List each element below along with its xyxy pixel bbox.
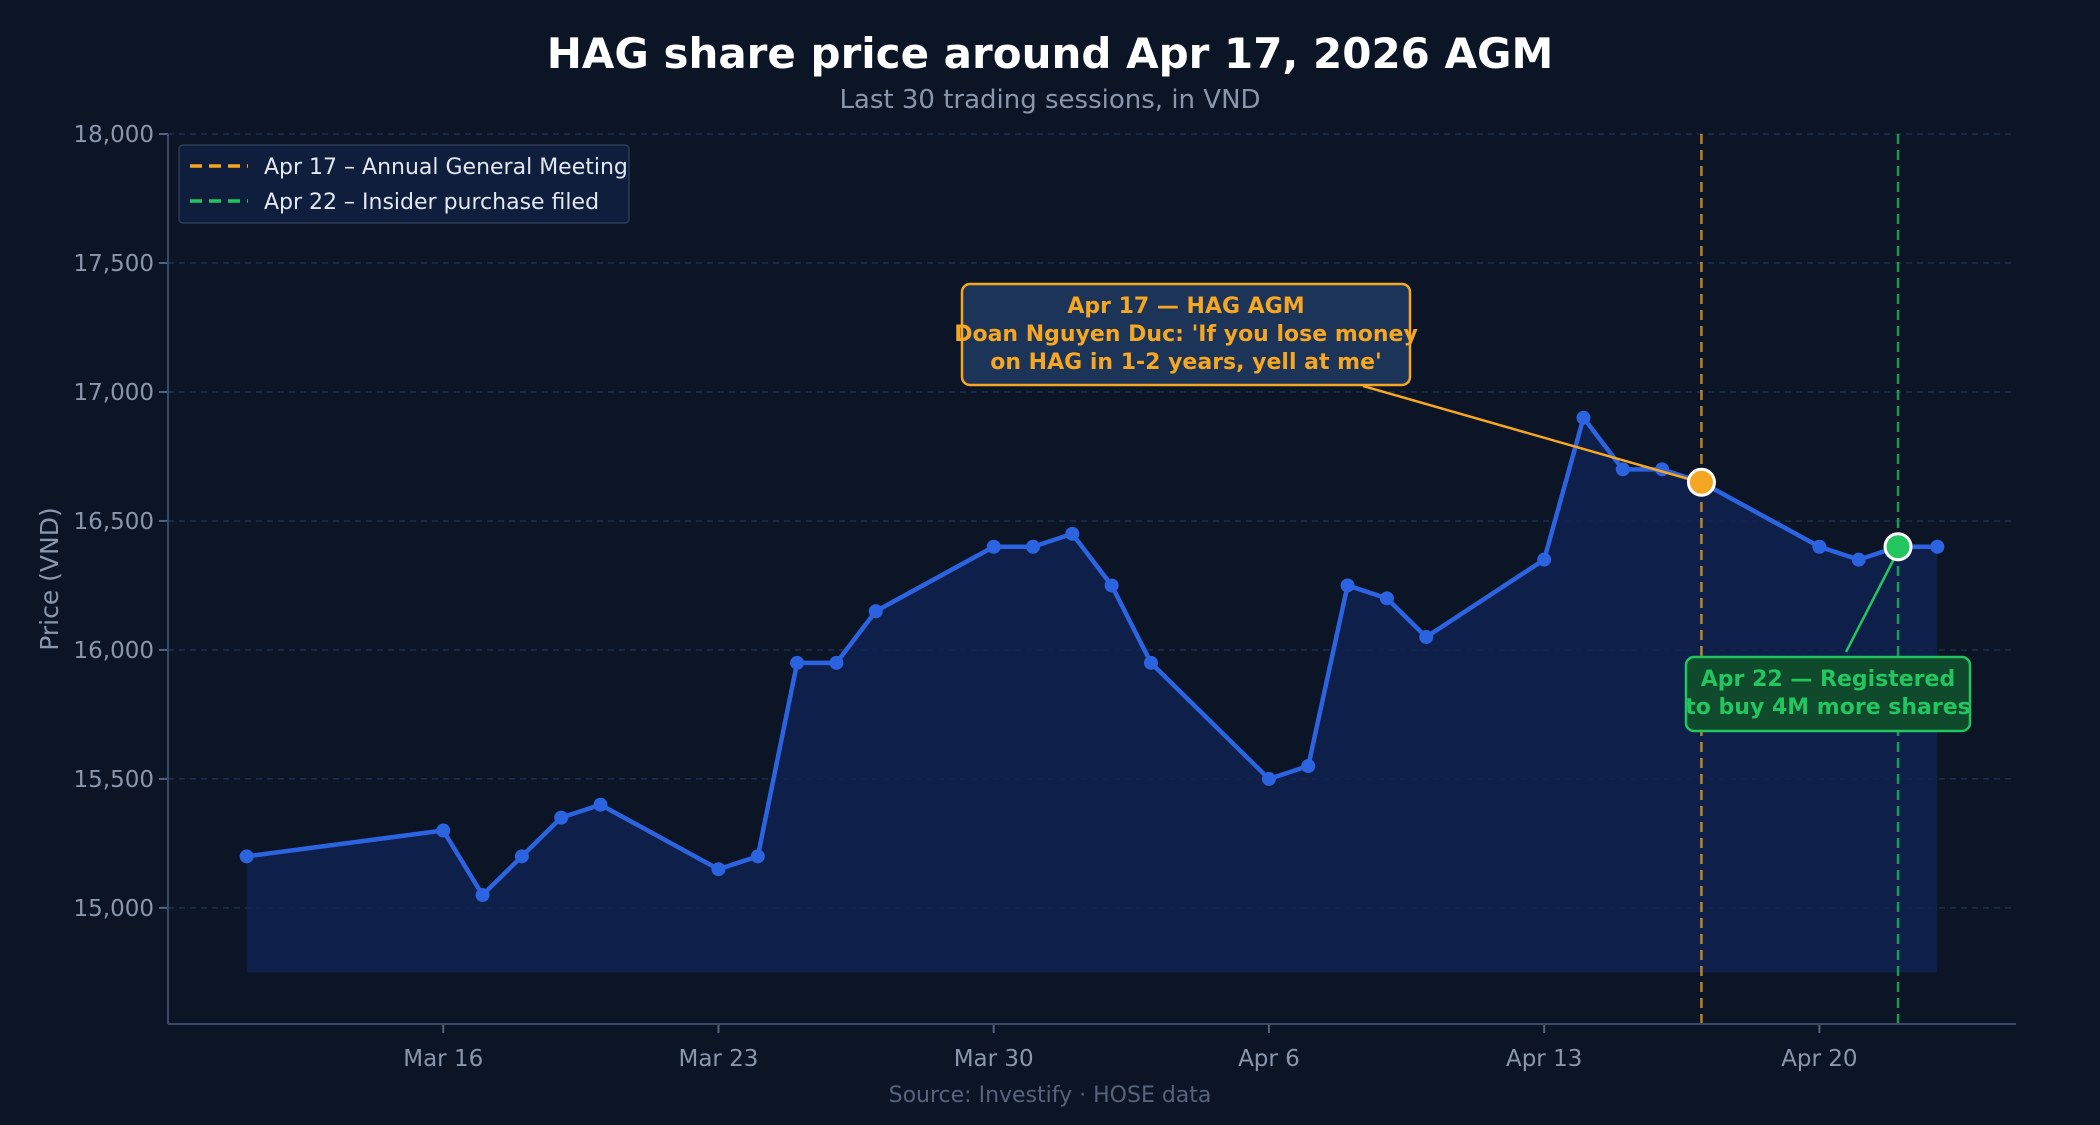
data-point-13 — [1065, 526, 1080, 541]
data-point-19 — [1379, 591, 1394, 606]
data-point-16 — [1261, 771, 1276, 786]
callout-connector-insider — [1844, 558, 1896, 653]
x-tick-label-5: Apr 20 — [1781, 1046, 1857, 1072]
y-tick-label-5: 17,500 — [74, 251, 154, 277]
callout-text-insider-0: Apr 22 — Registered — [1701, 667, 1955, 692]
callout-box-agm — [960, 282, 1412, 387]
callout-box-insider — [1684, 655, 1972, 733]
data-point-9 — [829, 655, 844, 670]
data-point-18 — [1340, 578, 1355, 593]
data-point-5 — [593, 797, 608, 812]
x-tick-label-1: Mar 23 — [678, 1046, 758, 1072]
callout-text-insider-1: to buy 4M more shares — [1685, 695, 1971, 720]
y-tick-label-3: 16,500 — [74, 509, 154, 535]
data-point-12 — [1026, 539, 1041, 554]
y-tick-label-4: 17,000 — [74, 380, 154, 406]
callout-text-agm-1: Doan Nguyen Duc: 'If you lose money — [954, 322, 1418, 347]
data-point-29 — [1930, 539, 1945, 554]
y-tick-label-2: 16,000 — [74, 638, 154, 664]
data-point-21 — [1537, 552, 1552, 567]
series-layer — [239, 410, 1945, 903]
data-point-26 — [1812, 539, 1827, 554]
data-point-23 — [1615, 462, 1630, 477]
legend: Apr 17 – Annual General Meeting Apr 22 – … — [178, 144, 630, 224]
y-tick-label-1: 15,500 — [74, 767, 154, 793]
chart-title: HAG share price around Apr 17, 2026 AGM — [547, 29, 1554, 78]
data-point-17 — [1301, 759, 1316, 774]
source-note: Source: Investify · HOSE data — [889, 1083, 1212, 1108]
callout-connector-agm — [1362, 384, 1690, 481]
event-lines — [1700, 134, 1900, 1024]
x-tick-label-4: Apr 13 — [1506, 1046, 1582, 1072]
data-point-3 — [514, 849, 529, 864]
data-point-14 — [1104, 578, 1119, 593]
data-point-7 — [750, 849, 765, 864]
event-marker-insider — [1883, 532, 1913, 562]
data-point-11 — [986, 539, 1001, 554]
data-point-20 — [1419, 630, 1434, 645]
area-layer — [246, 417, 1938, 973]
data-point-27 — [1851, 552, 1866, 567]
callout-text-agm-2: on HAG in 1-2 years, yell at me' — [990, 350, 1382, 375]
data-point-8 — [790, 655, 805, 670]
legend-label-0: Apr 17 – Annual General Meeting — [264, 155, 628, 180]
x-axis-ticks: Mar 16 Mar 23 Mar 30 Apr 6 Apr 13 Apr 20 — [403, 1024, 1858, 1072]
legend-label-1: Apr 22 – Insider purchase filed — [264, 190, 599, 215]
data-point-0 — [239, 849, 254, 864]
data-point-10 — [868, 604, 883, 619]
y-axis-ticks: 15,000 15,500 16,000 16,500 17,000 17,500 18,0… — [74, 122, 168, 922]
callout-text-agm-0: Apr 17 — HAG AGM — [1067, 294, 1304, 319]
y-tick-label-6: 18,000 — [74, 122, 154, 148]
data-point-4 — [554, 810, 569, 825]
series-area — [246, 417, 1938, 973]
data-point-22 — [1576, 410, 1591, 425]
data-point-1 — [436, 823, 451, 838]
event-marker-agm — [1686, 467, 1716, 497]
x-tick-label-0: Mar 16 — [403, 1046, 483, 1072]
x-tick-label-2: Mar 30 — [954, 1046, 1034, 1072]
y-tick-label-0: 15,000 — [74, 896, 154, 922]
data-point-2 — [475, 888, 490, 903]
chart-subtitle: Last 30 trading sessions, in VND — [839, 85, 1260, 115]
x-tick-label-3: Apr 6 — [1238, 1046, 1300, 1072]
data-point-15 — [1143, 655, 1158, 670]
y-axis-label: Price (VND) — [35, 507, 64, 651]
legend-box — [178, 144, 630, 224]
data-point-6 — [711, 862, 726, 877]
callout-layer: Apr 17 — HAG AGM Doan Nguyen Duc: 'If you… — [954, 282, 1972, 733]
